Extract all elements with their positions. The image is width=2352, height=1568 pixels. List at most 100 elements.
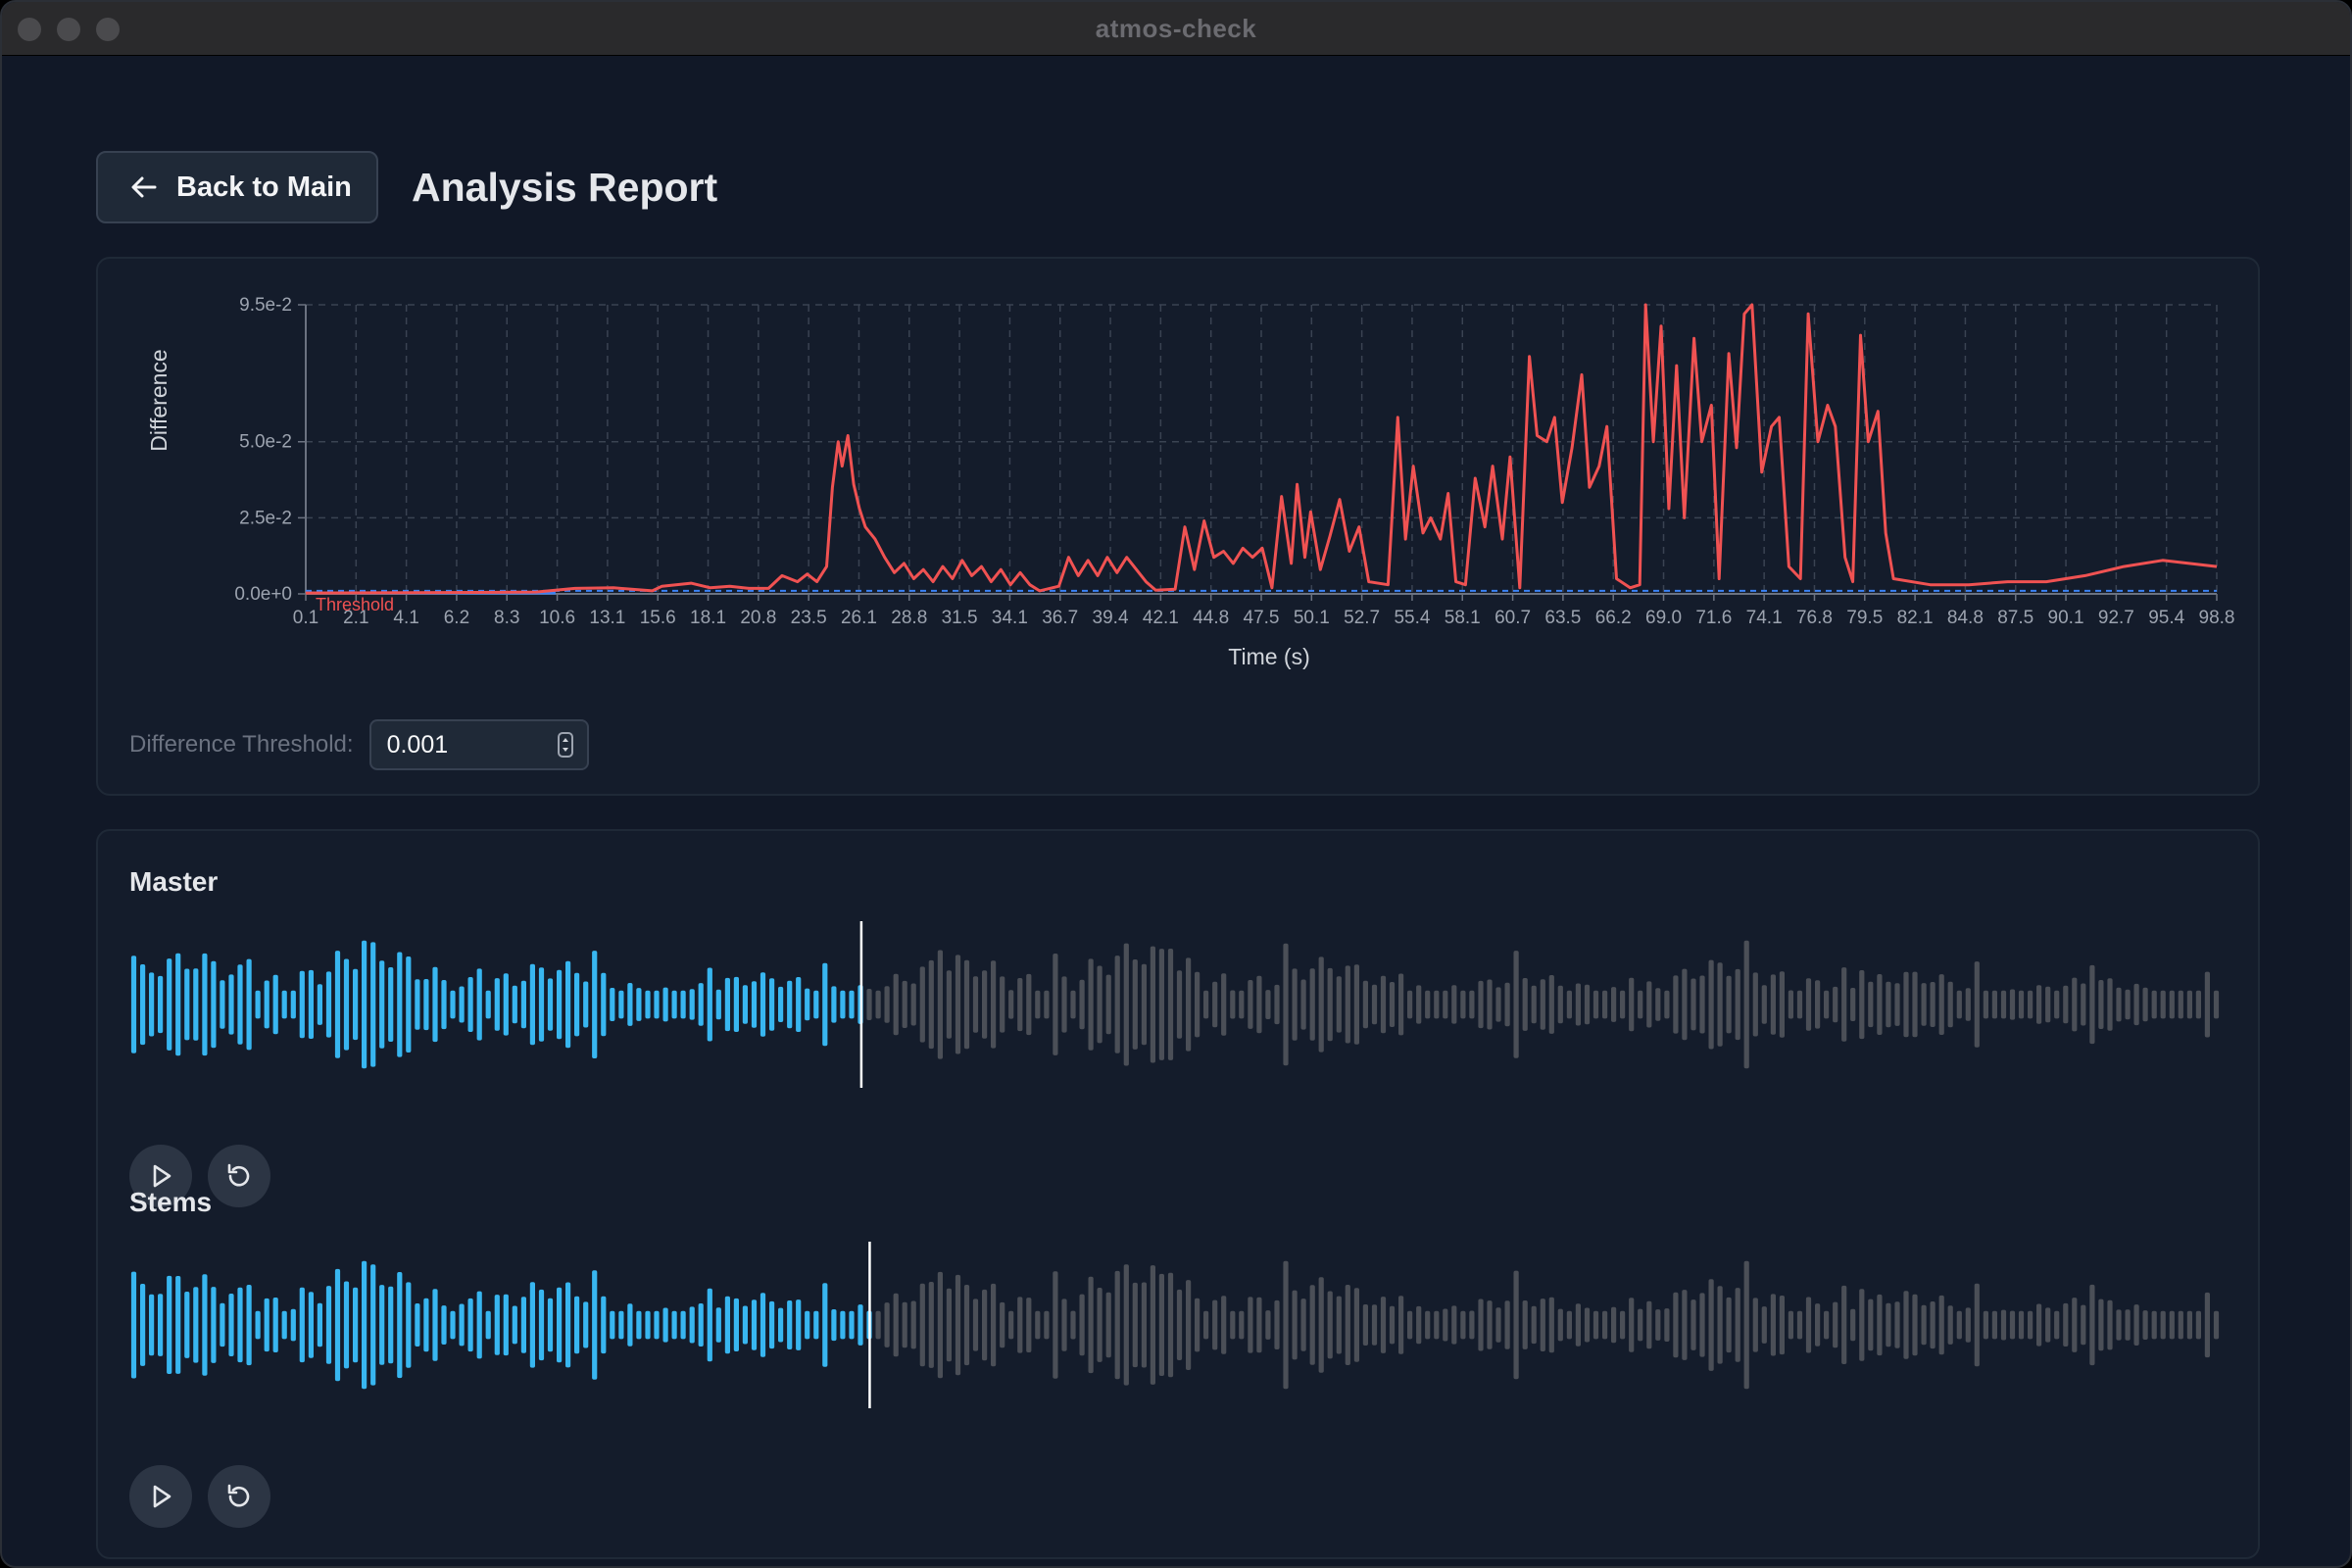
master-restart-button[interactable] [208,1145,270,1207]
waveform-bar [2072,977,2078,1032]
waveform-bar [1805,1297,1812,1353]
waveform-bar [583,981,589,1028]
waveform-bar [884,986,890,1023]
threshold-control: Difference Threshold: 0.001 [129,719,589,770]
waveform-bar [459,986,465,1023]
stepper-icon[interactable] [557,732,573,758]
waveform-bar [140,1284,146,1366]
waveform-bar [1770,1294,1776,1356]
waveform-bar [2036,985,2042,1024]
waveform-bar [415,1303,420,1347]
waveform-bar [1070,1310,1076,1340]
restart-icon [227,1163,250,1187]
waveform-bar [2089,1284,2095,1366]
waveform-bar [1682,968,1688,1041]
waveform-bar [1815,980,1821,1029]
waveform-bar [1513,951,1519,1058]
x-tick-label: 98.8 [2199,608,2235,628]
back-to-main-button[interactable]: Back to Main [96,151,378,223]
waveform-bar [2133,983,2139,1026]
x-tick-label: 20.8 [740,608,776,628]
waveform-bar [1443,990,1448,1019]
waveform-bar [353,1287,359,1363]
stems-restart-button[interactable] [208,1465,270,1528]
waveform-bar [1743,1260,1749,1390]
waveform-bar [662,987,668,1022]
x-tick-label: 60.7 [1494,608,1531,628]
waveform-bar [494,1295,500,1355]
waveform-bar [1460,1310,1466,1340]
waveform-bar [1239,990,1245,1019]
waveform-bar [334,1268,341,1382]
waveform-bar [1796,1310,1803,1340]
waveform-bar [1239,1310,1245,1340]
x-tick-label: 10.6 [539,608,575,628]
waveform-bar [1000,976,1005,1033]
zoom-window-button[interactable] [96,18,120,41]
waveform-bar [1850,988,1856,1021]
x-tick-label: 84.8 [1947,608,1984,628]
arrow-left-icon [131,176,157,198]
waveform-bar [494,978,500,1031]
play-icon [153,1164,172,1188]
waveform-bar [2169,990,2175,1019]
waveform-bar [1123,1264,1129,1386]
waveform-bar [1735,1288,1740,1362]
close-window-button[interactable] [18,18,41,41]
waveform-bar [1371,984,1378,1025]
waveform-bar [1602,1310,1608,1340]
stems-waveform[interactable] [129,1242,2221,1408]
waveform-bar [1265,990,1271,1019]
waveform-bar [1557,985,1563,1024]
waveform-bar [167,1275,172,1374]
waveform-bar [1938,1295,1944,1355]
waveform-bar [290,1308,296,1342]
page-title: Analysis Report [412,165,718,210]
minimize-window-button[interactable] [57,18,80,41]
waveform-bar [1195,971,1200,1038]
waveform-bar [1265,1310,1271,1340]
waveform-bar [733,1298,739,1351]
waveform-bar [565,960,571,1049]
stems-play-button[interactable] [129,1465,192,1528]
waveform-bar [1947,1305,1953,1345]
master-waveform[interactable] [129,921,2221,1088]
waveform-bar [2036,1303,2042,1347]
waveform-bar [2072,1298,2078,1352]
threshold-input[interactable]: 0.001 [368,719,589,770]
waveform-bar [769,1300,775,1349]
waveform-bar [1460,990,1466,1019]
waveform-bar [2063,985,2069,1024]
master-play-button[interactable] [129,1145,192,1207]
waveform-bar [379,1285,385,1365]
waveform-bar [2142,987,2148,1022]
waveform-bar [2018,1310,2025,1340]
waveform-bar [1548,1297,1554,1353]
waveform-bar [1380,1297,1387,1353]
waveform-bar [787,1300,793,1349]
waveform-bar [130,956,137,1054]
waveform-bar [1478,980,1484,1029]
waveform-bar [467,977,473,1032]
waveform-bar [1398,973,1404,1036]
waveform-bar [184,968,190,1041]
waveform-bar [1699,1293,1705,1357]
waveform-bar [858,1304,863,1346]
waveform-bar [689,1306,695,1344]
waveform-bar [1309,1285,1315,1365]
waveform-bar [1592,1310,1599,1340]
y-tick-label: 9.5e-2 [239,295,292,316]
waveform-bar [698,983,704,1026]
x-tick-label: 79.5 [1846,608,1883,628]
waveform-bar [574,1296,580,1354]
waveform-bar [654,990,660,1019]
waveform-bar [1938,974,1944,1035]
waveform-bar [1141,1282,1147,1368]
stems-track-title: Stems [129,1187,213,1217]
waveform-bar [1300,1298,1306,1351]
waveform-bar [972,1298,979,1351]
waveform-bar [2045,986,2051,1023]
waveform-bar [1859,970,1865,1040]
waveform-bar [1097,965,1102,1044]
